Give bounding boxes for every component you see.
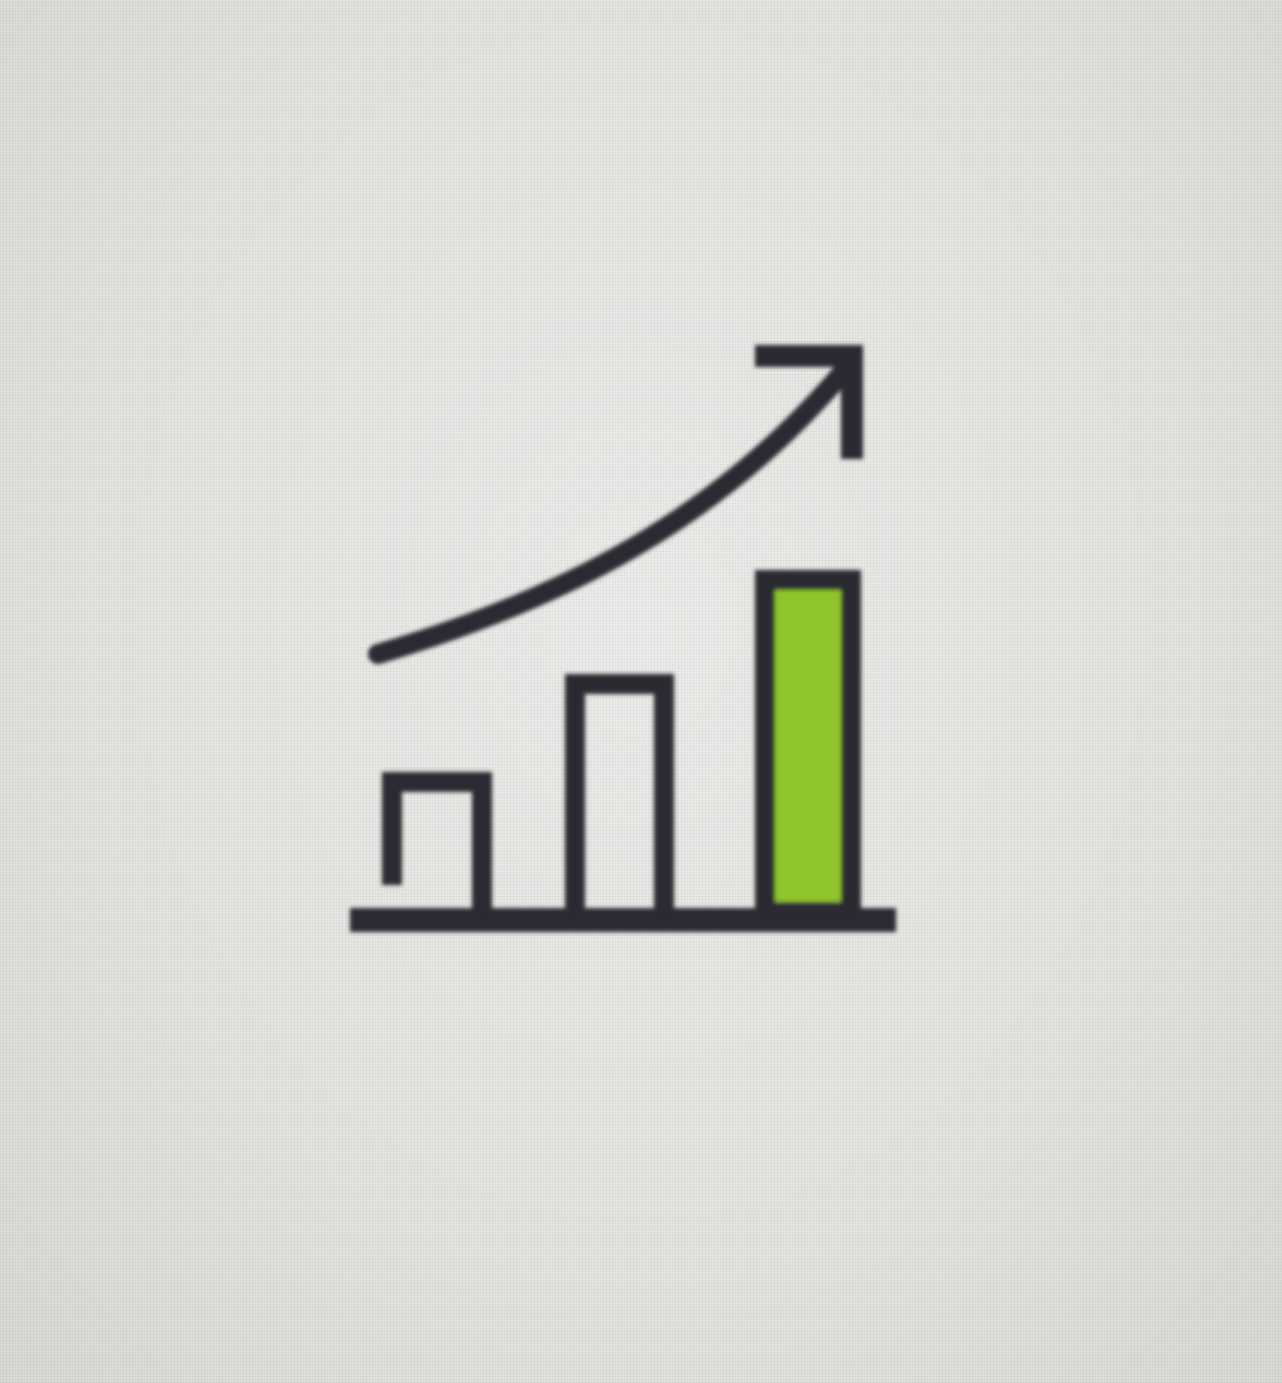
trend-arrow-curve [368,356,858,664]
bar-tall [765,580,851,912]
bar-small [382,772,492,915]
bar-medium [565,674,674,915]
arrow-head-icon [755,345,863,459]
bar-tall-outline [755,570,861,922]
